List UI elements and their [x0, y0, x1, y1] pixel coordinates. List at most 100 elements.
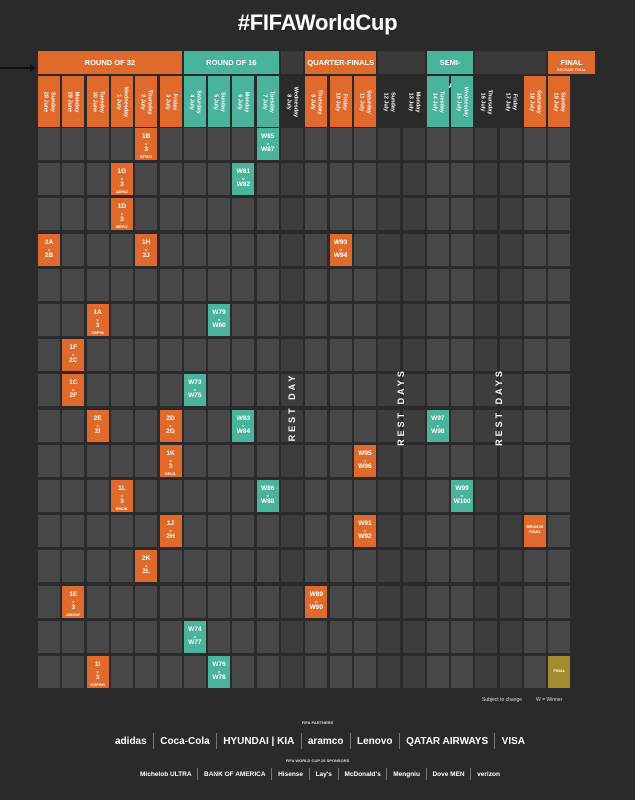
match-card[interactable]: W74 v W77	[183, 620, 206, 653]
grid-cell	[378, 163, 401, 196]
match-card[interactable]: W95 v W96	[353, 444, 376, 477]
grid-cell	[62, 163, 85, 196]
match-text: W90	[309, 603, 323, 611]
match-card[interactable]: W79 v W80	[208, 304, 231, 336]
grid-cell	[548, 304, 571, 336]
match-card[interactable]: W83 v W84	[232, 409, 255, 442]
grid-cell	[426, 656, 449, 688]
match-text: v	[339, 246, 342, 252]
day-label: Tuesday 30 June	[91, 90, 105, 113]
match-card[interactable]: W91 v W92	[353, 515, 376, 548]
match-text: 1E	[69, 590, 78, 598]
match-card[interactable]: 2E v 2I	[86, 409, 109, 442]
grid-cell	[110, 444, 133, 477]
grid-cell	[378, 656, 401, 688]
match-card[interactable]: FINAL	[548, 656, 571, 688]
match-text: W83	[236, 414, 251, 422]
match-card[interactable]: 1A v 3 CEFHI	[86, 304, 109, 336]
grid-cell	[38, 515, 60, 548]
grid-cell	[378, 409, 401, 442]
match-text: 1H	[142, 238, 151, 246]
match-text: W92	[358, 533, 372, 541]
grid-cell	[329, 656, 352, 688]
grid-cell	[548, 409, 571, 442]
grid-cell	[208, 620, 231, 653]
grid-cell	[475, 585, 498, 618]
grid-cell	[499, 585, 522, 618]
match-text: 3	[120, 498, 124, 505]
grid-cell	[256, 304, 279, 336]
grid-cell	[110, 585, 133, 618]
grid-cell	[499, 128, 522, 160]
grid-cell	[499, 304, 522, 336]
grid-cell	[305, 620, 328, 653]
grid-cell	[38, 550, 60, 583]
match-card[interactable]: 1G v 3 AEHIJ	[110, 163, 133, 196]
match-text: W96	[358, 462, 372, 470]
match-card[interactable]: 2A v 2B	[38, 233, 60, 266]
grid-cell	[110, 233, 133, 266]
match-text: 1K	[166, 449, 175, 457]
match-text: W99	[455, 485, 469, 492]
grid-cell	[475, 268, 498, 301]
day-header: Saturday 11 July	[353, 76, 376, 127]
grid-cell	[353, 163, 376, 196]
grid-cell	[62, 656, 85, 688]
match-card[interactable]: BRONZE FINAL	[524, 515, 546, 548]
day-label: Saturday 4 July	[188, 89, 202, 114]
subject-note: Subject to change	[482, 697, 523, 703]
match-card[interactable]: 2D v 2G	[159, 409, 182, 442]
match-text: v	[193, 387, 196, 393]
grid-cell	[524, 268, 546, 301]
match-text: W84	[236, 427, 251, 435]
match-card[interactable]: W89 v W90	[305, 585, 328, 618]
match-card[interactable]: W99 v W100	[451, 480, 474, 512]
grid-cell	[426, 550, 449, 583]
match-card[interactable]: W85 v W87	[256, 128, 279, 160]
grid-cell	[451, 128, 474, 160]
match-card[interactable]: 2K v 2L	[135, 550, 158, 583]
match-card[interactable]: 1F v 2C	[62, 339, 85, 372]
match-card[interactable]: 1I v 3 CDFGH	[86, 656, 109, 688]
match-text: 3	[120, 216, 124, 224]
grid-cell	[38, 585, 60, 618]
match-card[interactable]: W86 v W88	[256, 480, 279, 512]
match-card[interactable]: 1D v 3 BEFIJ	[110, 198, 133, 231]
match-card[interactable]: 1E v 3 ABCDF	[62, 585, 85, 618]
match-card[interactable]: 1C v 2F	[62, 374, 85, 407]
grid-cell	[256, 585, 279, 618]
match-card[interactable]: 1K v 3 DEIJL	[159, 444, 182, 477]
day-header: Friday 10 July	[329, 76, 352, 127]
grid-cell	[208, 268, 231, 301]
grid-cell	[183, 585, 206, 618]
grid-cell	[281, 409, 303, 442]
stage-header: SEMI-FINALS	[426, 51, 474, 90]
grid-cell	[38, 656, 60, 688]
match-card[interactable]: 1B v 3 EFGIJ	[135, 128, 158, 160]
match-card[interactable]: 1L v 3 EHIJK	[110, 480, 133, 512]
match-card[interactable]: W93 v W94	[329, 233, 352, 266]
grid-cell	[305, 163, 328, 196]
grid-cell	[402, 480, 425, 512]
match-card[interactable]: W76 v W78	[208, 656, 231, 688]
grid-cell	[475, 198, 498, 231]
grid-cell	[475, 339, 498, 372]
grid-cell	[38, 339, 60, 372]
match-text: BEFIJ	[116, 224, 128, 230]
partners-row: adidas Coca-Cola HYUNDAI | KIA aramco Lenovo…	[115, 730, 525, 752]
match-card[interactable]: 1J v 2H	[159, 515, 182, 548]
grid-cell	[110, 550, 133, 583]
match-card[interactable]: W73 v W75	[183, 374, 206, 407]
grid-cell	[524, 233, 546, 266]
match-card[interactable]: W97 v W98	[426, 409, 449, 442]
day-header: Monday 6 July	[232, 76, 255, 127]
grid-cell	[208, 128, 231, 160]
match-text: W85	[261, 133, 275, 140]
grid-cell	[499, 550, 522, 583]
match-card[interactable]: 1H v 2J	[135, 233, 158, 266]
grid-cell	[110, 409, 133, 442]
partner-logo: QATAR AIRWAYS	[406, 735, 489, 747]
match-text: W91	[358, 520, 372, 528]
grid-cell	[426, 128, 449, 160]
match-card[interactable]: W81 v W82	[232, 163, 255, 196]
